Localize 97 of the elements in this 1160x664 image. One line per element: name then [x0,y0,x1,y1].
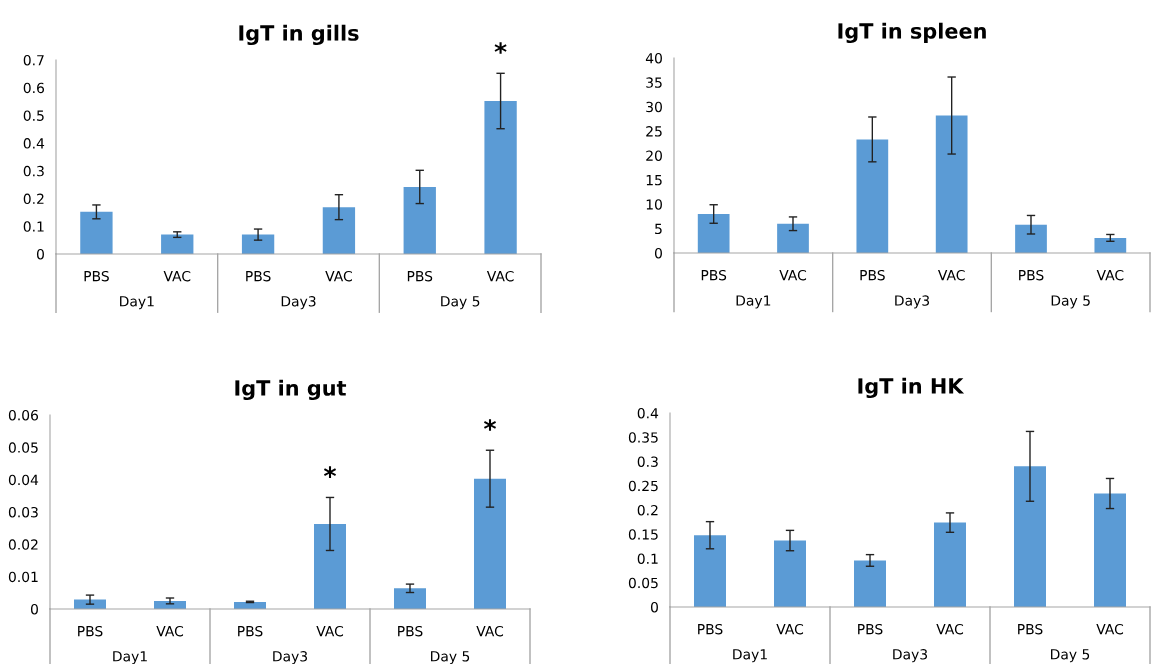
chart-title: IgT in gut [235,379,347,401]
x-tick-label: PBS [407,270,433,282]
y-tick-label: 0.02 [8,539,38,550]
x-tick-label: VAC [936,623,964,635]
text: Day1 [113,651,147,664]
text: Day 5 [1051,649,1090,663]
bar [241,234,275,254]
bar [1094,237,1127,253]
text: Day1 [733,649,767,663]
bar [777,223,809,253]
y-tick-label: 0.6 [23,82,45,94]
x-tick-label: VAC [776,623,804,635]
y-tick-label: 0.25 [628,480,658,492]
y-tick-label: 0.4 [637,407,659,419]
text: Day3 [281,296,316,310]
bar [403,186,436,254]
y-tick-label: 15 [646,175,662,186]
y-tick-label: 25 [646,126,662,137]
text: Day 5 [441,296,480,310]
bar [484,101,517,254]
y-tick-label: 0.1 [23,221,44,232]
x-tick-label: VAC [325,270,352,282]
text: Day3 [893,649,928,663]
bar [80,211,113,254]
y-tick-label: 0.01 [8,571,38,583]
y-tick-label: 40 [645,52,662,64]
bar [935,115,968,253]
x-tick-label: PBS [398,625,423,637]
text: Day3 [273,651,308,664]
bar [934,522,966,607]
text: Day 5 [1051,295,1090,309]
bar [854,560,886,607]
y-tick-label: 35 [646,77,662,88]
x-tick-label: VAC [476,625,504,637]
bar [1014,466,1046,607]
y-tick-label: 0.05 [628,577,658,589]
annotation: * [483,419,497,431]
y-tick-label: 0.5 [23,110,44,121]
x-tick-label: PBS [246,270,271,282]
x-tick-label: PBS [1019,269,1044,281]
bar [774,540,806,607]
bar [161,234,194,254]
y-tick-label: 0.4 [23,138,45,149]
y-tick-label: 0.2 [637,504,658,516]
y-tick-label: 5 [655,223,662,235]
y-tick-label: 0.35 [628,432,658,443]
y-tick-label: 0 [650,601,658,613]
text: Day1 [120,296,154,310]
x-tick-label: VAC [1096,623,1124,635]
y-tick-label: 0 [36,248,44,260]
bar [1015,224,1047,253]
x-tick-label: VAC [779,269,807,281]
chart-title: IgT in HK [858,377,965,399]
text: * [494,42,507,54]
x-tick-label: VAC [163,270,191,282]
x-tick-label: PBS [701,269,727,281]
annotation: * [323,466,337,478]
x-tick-label: PBS [698,623,723,635]
bar [394,588,426,609]
x-tick-label: PBS [238,625,263,637]
x-tick-label: VAC [156,625,184,637]
y-tick-label: 30 [646,101,662,113]
y-tick-label: 20 [646,150,662,161]
x-tick-label: PBS [78,625,103,637]
bar [322,207,356,254]
x-tick-label: PBS [1018,623,1043,635]
x-tick-label: PBS [858,623,883,635]
bar [694,535,726,607]
text: Day3 [895,295,930,309]
x-tick-label: VAC [937,269,965,281]
x-tick-label: PBS [84,270,109,282]
x-tick-label: VAC [316,625,344,637]
y-tick-label: 0.03 [8,506,38,518]
x-tick-label: PBS [860,269,885,281]
y-tick-label: 0 [30,603,38,615]
x-tick-label: VAC [486,270,514,282]
y-tick-label: 0.06 [8,409,39,421]
bar [1094,493,1126,607]
bar [314,523,346,609]
bar [474,478,506,609]
y-tick-label: 0.15 [628,529,658,540]
y-tick-label: 0.04 [8,474,39,486]
y-tick-label: 0.3 [637,456,658,467]
y-tick-label: 0.2 [23,193,44,205]
y-tick-label: 10 [646,199,662,210]
y-tick-label: 0.05 [8,442,38,453]
chart-title: IgT in spleen [838,22,986,44]
text: Day1 [736,295,771,309]
text: Day 5 [431,651,470,664]
chart-title: IgT in gills [239,24,359,46]
bar [697,214,730,253]
y-tick-label: 0 [654,247,662,259]
bar [856,139,889,253]
x-tick-label: VAC [1096,269,1124,281]
y-tick-label: 0.3 [23,165,44,177]
y-tick-label: 0.7 [23,54,44,66]
y-tick-label: 0.1 [637,553,658,564]
